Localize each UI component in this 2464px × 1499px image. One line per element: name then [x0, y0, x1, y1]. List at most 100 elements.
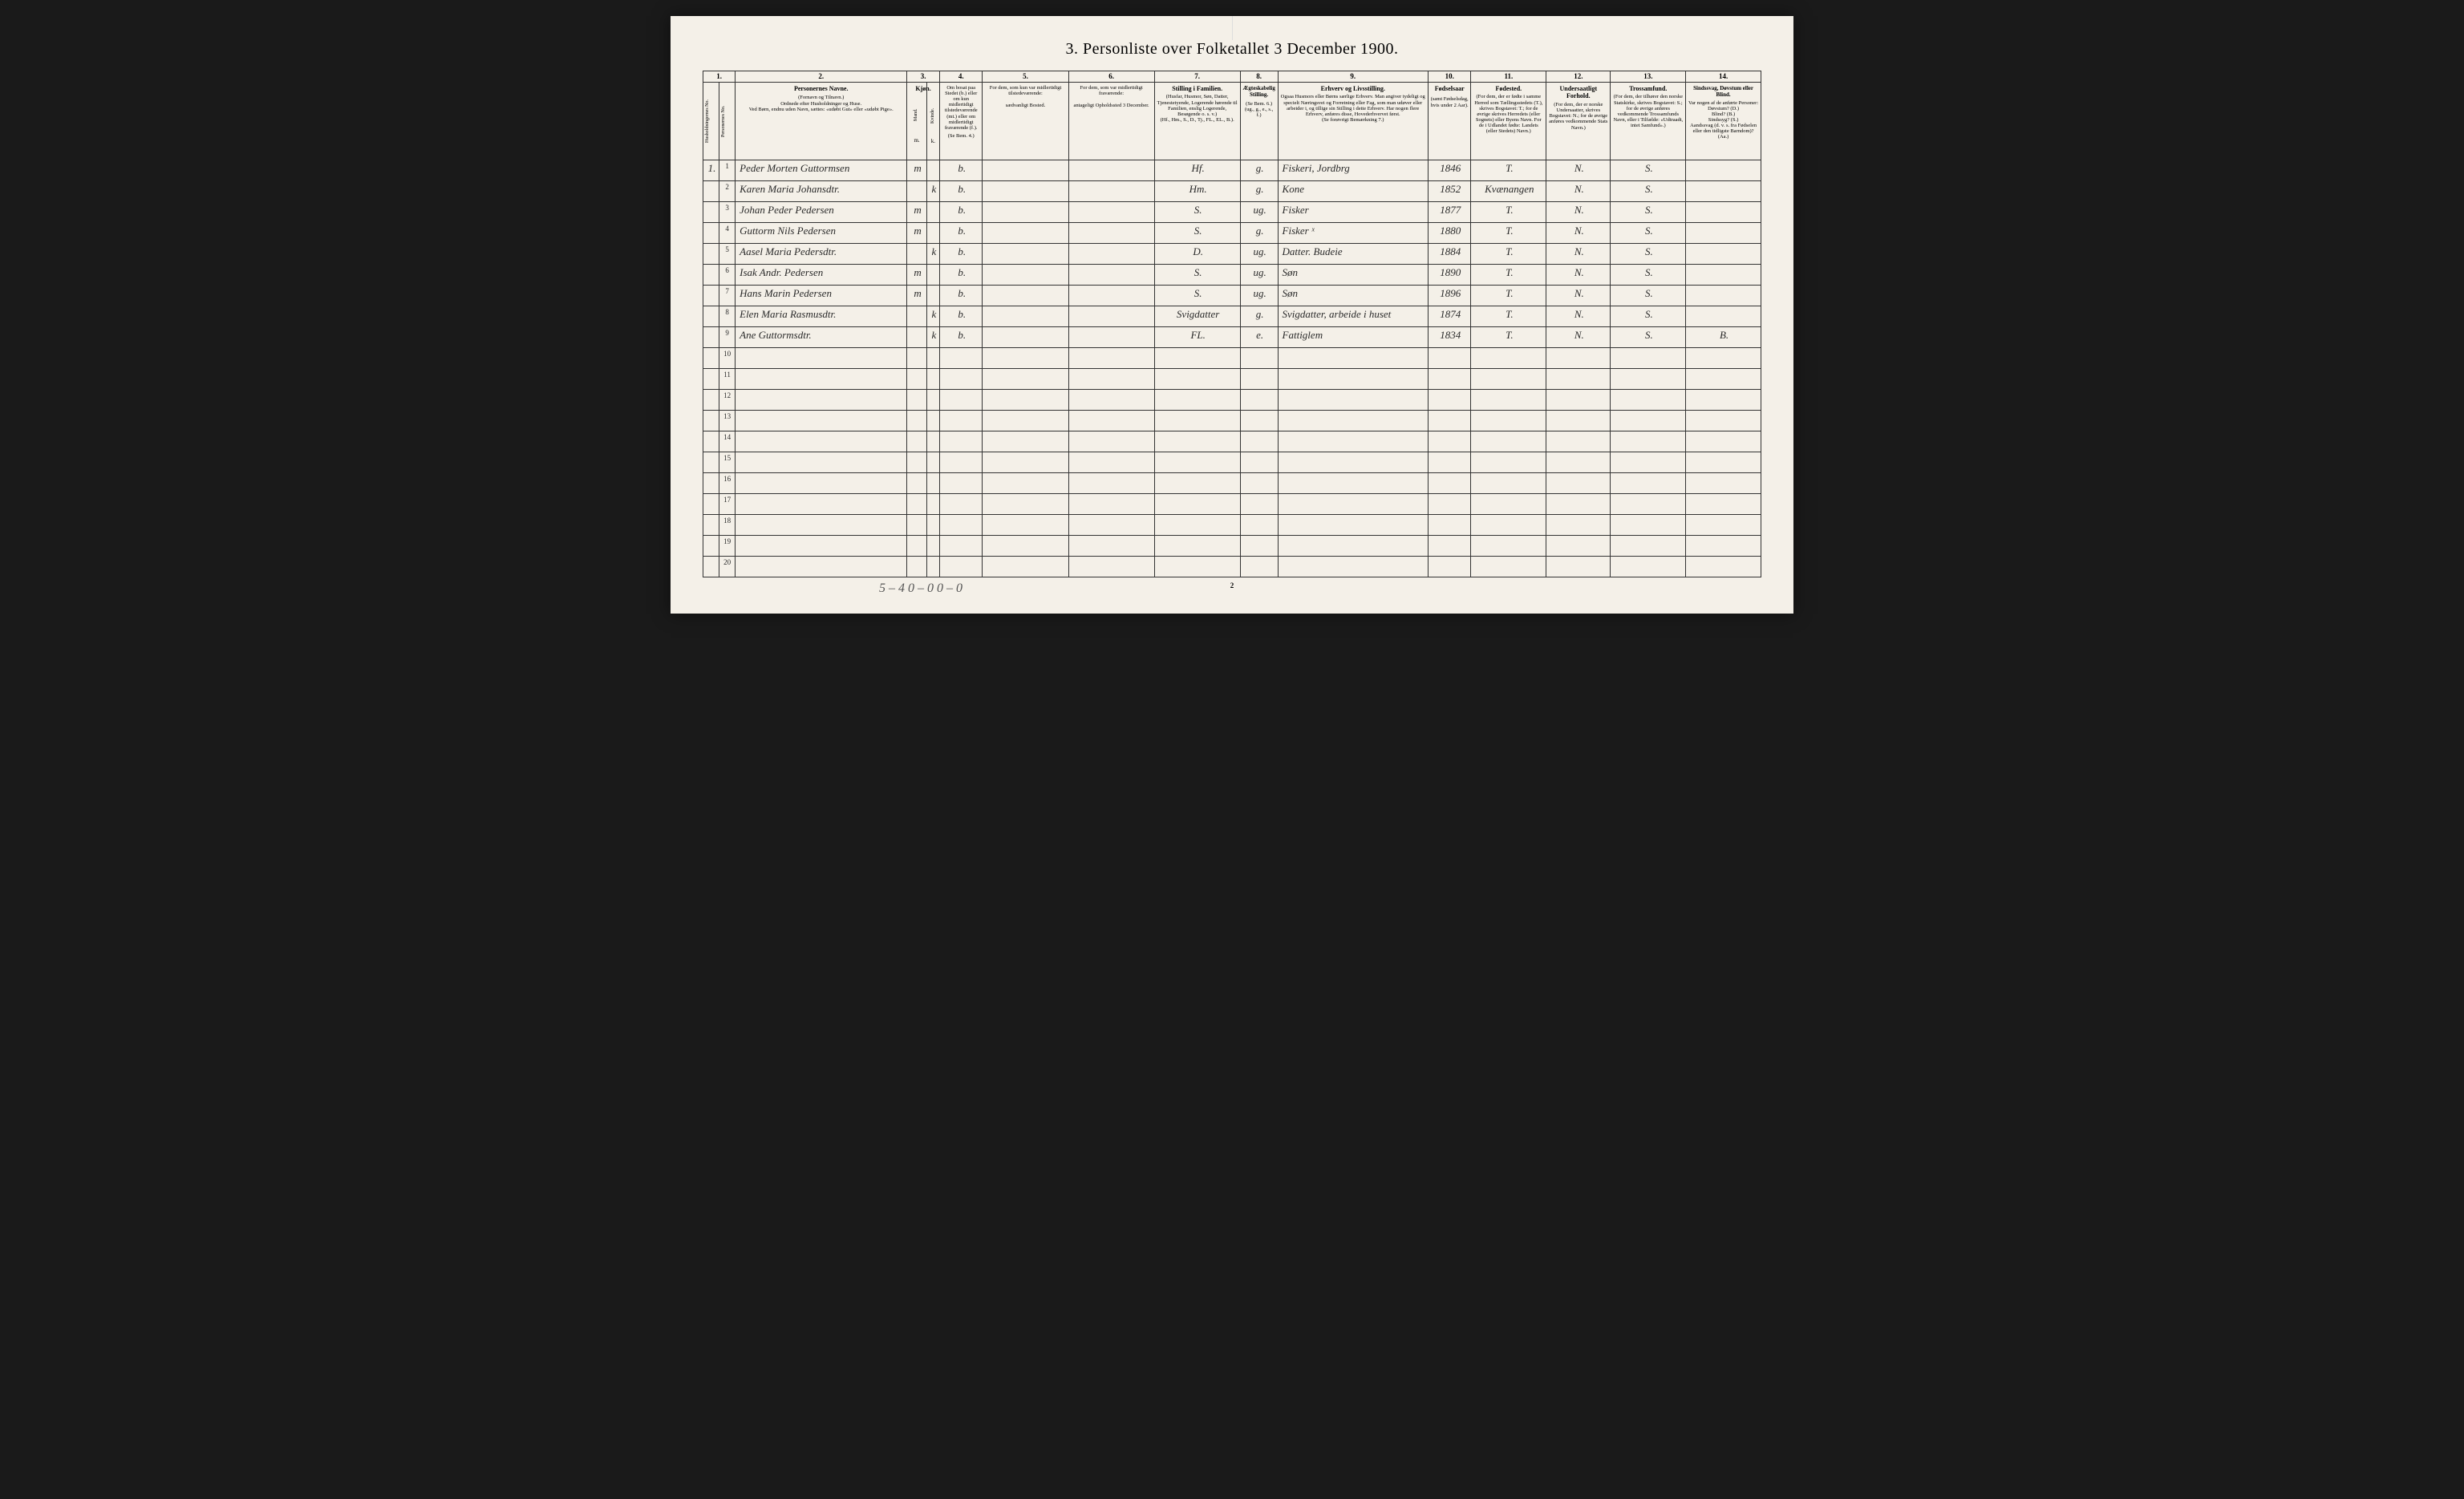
cell: [1278, 556, 1428, 577]
cell: [926, 535, 939, 556]
cell: [1068, 452, 1154, 472]
cell: [1240, 535, 1278, 556]
cell: [1278, 493, 1428, 514]
cell: [983, 452, 1068, 472]
census-table: 1. 2. 3. 4. 5. 6. 7. 8. 9. 10. 11. 12. 1…: [703, 71, 1761, 577]
cell-c6: [1068, 180, 1154, 201]
cell: [1546, 368, 1611, 389]
cell-birthplace: T.: [1471, 222, 1546, 243]
cell-dis: [1686, 180, 1761, 201]
cell-residence: b.: [939, 264, 983, 285]
cell-rel: S.: [1611, 160, 1686, 180]
census-page: 3. Personliste over Folketallet 3 Decemb…: [671, 16, 1793, 614]
cell-nat: N.: [1546, 326, 1611, 347]
header-religion: Trossamfund. (For dem, der tilhører den …: [1611, 82, 1686, 160]
cell-marital: e.: [1240, 326, 1278, 347]
cell: [1471, 493, 1546, 514]
cell: [926, 493, 939, 514]
cell: [939, 472, 983, 493]
cell: [983, 368, 1068, 389]
cell: [1471, 452, 1546, 472]
cell: [983, 431, 1068, 452]
cell-marital: g.: [1240, 180, 1278, 201]
cell-c5: [983, 306, 1068, 326]
cell-birthplace: Kvænangen: [1471, 180, 1546, 201]
cell: [1686, 347, 1761, 368]
cell-birthplace: T.: [1471, 243, 1546, 264]
cell-num: 8: [719, 306, 736, 326]
cell-num: 13: [719, 410, 736, 431]
cell-nat: N.: [1546, 285, 1611, 306]
cell-occupation: Fisker ˣ: [1278, 222, 1428, 243]
cell-family: S.: [1154, 201, 1240, 222]
cell: [1611, 347, 1686, 368]
cell: [703, 472, 719, 493]
cell-dis: [1686, 160, 1761, 180]
cell-c6: [1068, 285, 1154, 306]
cell-birthplace: T.: [1471, 306, 1546, 326]
cell: [1068, 556, 1154, 577]
empty-row: 19: [703, 535, 1761, 556]
cell: [983, 389, 1068, 410]
cell-rel: S.: [1611, 264, 1686, 285]
cell: [1154, 493, 1240, 514]
cell-occupation: Fiskeri, Jordbrg: [1278, 160, 1428, 180]
data-row: 6 Isak Andr. Pedersen m b. S. ug. Søn 18…: [703, 264, 1761, 285]
cell-residence: b.: [939, 326, 983, 347]
cell-name: Guttorm Nils Pedersen: [736, 222, 907, 243]
header-person-no: Personernes No.: [719, 82, 736, 160]
colnum-5: 5.: [983, 71, 1068, 83]
cell-marital: ug.: [1240, 243, 1278, 264]
cell: [703, 347, 719, 368]
cell: [1546, 493, 1611, 514]
cell-hh: [703, 201, 719, 222]
cell: [1546, 535, 1611, 556]
cell-c5: [983, 160, 1068, 180]
cell-c5: [983, 201, 1068, 222]
cell-marital: ug.: [1240, 264, 1278, 285]
cell: [1611, 472, 1686, 493]
cell: [1240, 389, 1278, 410]
cell: [1154, 452, 1240, 472]
cell-residence: b.: [939, 222, 983, 243]
cell-occupation: Fisker: [1278, 201, 1428, 222]
cell: [1154, 514, 1240, 535]
cell-birthplace: T.: [1471, 201, 1546, 222]
cell: [939, 556, 983, 577]
cell: [1154, 347, 1240, 368]
cell: [1471, 389, 1546, 410]
cell-num: 7: [719, 285, 736, 306]
cell-num: 11: [719, 368, 736, 389]
cell: [907, 389, 927, 410]
page-number: 2: [703, 581, 1761, 589]
empty-row: 16: [703, 472, 1761, 493]
cell: [983, 410, 1068, 431]
data-row: 3 Johan Peder Pedersen m b. S. ug. Fiske…: [703, 201, 1761, 222]
cell: [1686, 556, 1761, 577]
page-title: 3. Personliste over Folketallet 3 Decemb…: [703, 40, 1761, 59]
cell: [1471, 347, 1546, 368]
cell: [1240, 556, 1278, 577]
cell: [939, 410, 983, 431]
cell-residence: b.: [939, 285, 983, 306]
empty-row: 14: [703, 431, 1761, 452]
cell-year: 1884: [1428, 243, 1471, 264]
cell-dis: [1686, 201, 1761, 222]
cell-family: S.: [1154, 285, 1240, 306]
cell: [1611, 452, 1686, 472]
header-birth-year: Fødselsaar (samt Fødselsdag, hvis under …: [1428, 82, 1471, 160]
empty-row: 12: [703, 389, 1761, 410]
empty-row: 11: [703, 368, 1761, 389]
cell: [1428, 514, 1471, 535]
cell: [907, 347, 927, 368]
colnum-4: 4.: [939, 71, 983, 83]
cell: [1154, 556, 1240, 577]
cell: [1068, 535, 1154, 556]
cell-occupation: Søn: [1278, 264, 1428, 285]
cell: [939, 452, 983, 472]
cell-c6: [1068, 264, 1154, 285]
cell: [703, 389, 719, 410]
cell-marital: g.: [1240, 222, 1278, 243]
cell-c6: [1068, 160, 1154, 180]
cell: [1428, 452, 1471, 472]
